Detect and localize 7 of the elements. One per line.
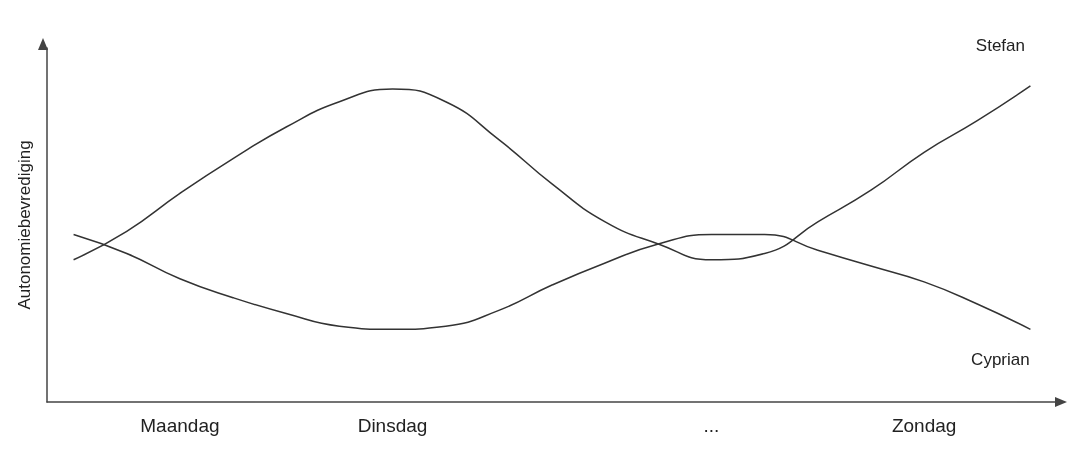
series-label: Cyprian	[971, 349, 1030, 369]
x-tick-label: ...	[703, 415, 720, 436]
y-axis-title: Autonomiebevrediging	[15, 140, 34, 310]
x-tick-label: Maandag	[140, 415, 220, 436]
series-label: Stefan	[975, 36, 1025, 56]
x-tick-label: Zondag	[891, 415, 957, 436]
x-tick-label: Dinsdag	[357, 415, 428, 436]
